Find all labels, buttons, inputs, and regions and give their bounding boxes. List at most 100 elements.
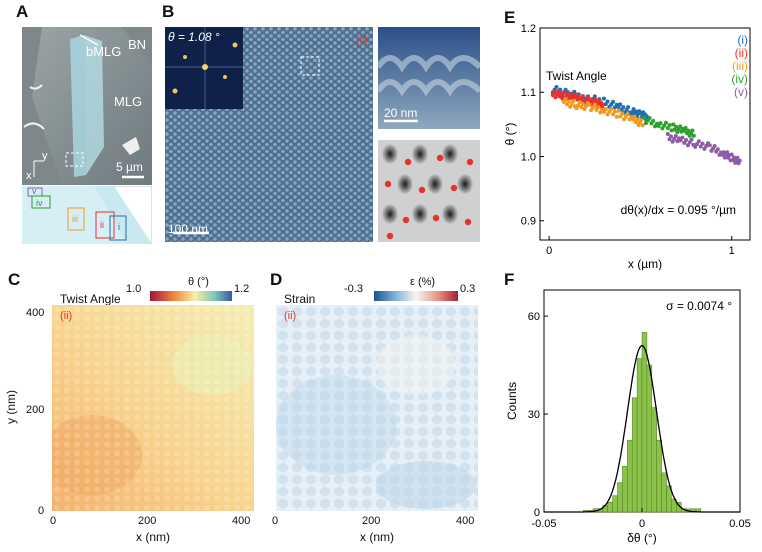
panel-a-label-mlg: MLG bbox=[114, 94, 143, 109]
data-point bbox=[605, 99, 610, 104]
data-point bbox=[596, 105, 601, 110]
data-point bbox=[616, 108, 621, 113]
data-point bbox=[674, 124, 679, 129]
legend-entry: (ii) bbox=[735, 46, 748, 60]
schematic-label-iii: iii bbox=[72, 214, 78, 224]
data-point bbox=[582, 107, 587, 112]
data-point bbox=[557, 94, 562, 99]
data-point bbox=[735, 155, 740, 160]
data-point bbox=[589, 97, 594, 102]
y-tick-label: 0.9 bbox=[521, 216, 536, 228]
x-tick-label: 0 bbox=[546, 245, 552, 257]
histogram-bar bbox=[607, 501, 613, 513]
data-point bbox=[665, 132, 670, 136]
schematic-label-iv: iv bbox=[36, 198, 43, 208]
series-iv bbox=[642, 115, 696, 138]
y-tick-label: 1.0 bbox=[521, 151, 536, 163]
x-axis-label: x (µm) bbox=[628, 257, 662, 270]
data-point bbox=[584, 104, 589, 109]
y-tick-label: 1.1 bbox=[521, 87, 536, 99]
data-point bbox=[626, 105, 631, 110]
data-point bbox=[635, 117, 640, 122]
panel-a-axis-x: x bbox=[26, 170, 32, 182]
slope-annotation: dθ(x)/dx = 0.095 °/µm bbox=[621, 203, 736, 217]
data-point bbox=[550, 93, 555, 98]
data-point bbox=[579, 105, 584, 110]
data-point bbox=[609, 106, 614, 111]
data-point bbox=[689, 137, 694, 142]
data-point bbox=[678, 124, 683, 129]
panel-a-label-bmlg: bMLG bbox=[86, 44, 122, 59]
data-point bbox=[592, 102, 597, 107]
data-point bbox=[580, 94, 585, 99]
data-point bbox=[667, 123, 672, 128]
panel-b-label: B bbox=[162, 2, 175, 21]
legend-entry: (iii) bbox=[732, 59, 748, 73]
data-point bbox=[568, 91, 573, 96]
data-point bbox=[691, 133, 696, 138]
data-point bbox=[614, 114, 619, 119]
data-point bbox=[618, 102, 623, 107]
data-point bbox=[632, 114, 637, 119]
gaussian-fit-curve bbox=[544, 344, 740, 513]
data-point bbox=[612, 109, 617, 114]
histogram-bar bbox=[661, 472, 667, 513]
data-point bbox=[647, 115, 652, 120]
panel-c-title: Twist Angle bbox=[60, 292, 121, 306]
panel-a-scale: 5 µm bbox=[116, 160, 143, 174]
histogram-bar bbox=[612, 495, 618, 513]
data-point bbox=[601, 96, 606, 101]
panel-d-region-tag: (ii) bbox=[284, 310, 297, 322]
panel-c-xtick-0: 0 bbox=[50, 515, 57, 527]
y-tick-label: 30 bbox=[528, 409, 540, 421]
data-point bbox=[669, 128, 674, 133]
panel-b-scale-main: 100 nm bbox=[168, 222, 209, 236]
data-point bbox=[684, 138, 689, 143]
data-point bbox=[669, 134, 674, 139]
x-axis-label: δθ (°) bbox=[627, 531, 656, 545]
histogram-bar bbox=[622, 466, 628, 513]
panel-c-xlabel: x (nm) bbox=[136, 530, 170, 544]
panel-c-ylabel: y (nm) bbox=[4, 390, 18, 424]
panel-d-title: Strain bbox=[284, 292, 316, 306]
panel-d-cbar-max: 0.3 bbox=[460, 283, 476, 295]
sigma-annotation: σ = 0.0074 ° bbox=[666, 299, 732, 313]
legend-entry: (iv) bbox=[731, 72, 748, 86]
y-axis-label: θ (°) bbox=[503, 123, 517, 146]
data-point bbox=[642, 115, 647, 120]
y-tick-label: 60 bbox=[528, 311, 540, 323]
data-point bbox=[737, 158, 742, 163]
panel-a-label: A bbox=[16, 2, 29, 21]
panel-f-label: F bbox=[504, 270, 515, 289]
panel-a-schematic bbox=[22, 186, 152, 244]
panel-c-region-tag: (ii) bbox=[60, 310, 73, 322]
data-point bbox=[567, 94, 572, 99]
data-point bbox=[686, 128, 691, 133]
data-point bbox=[707, 143, 712, 148]
data-point bbox=[690, 128, 695, 133]
panel-c-xtick-400: 400 bbox=[232, 515, 251, 527]
data-point bbox=[639, 117, 644, 122]
panel-c-ytick-400: 400 bbox=[26, 307, 45, 319]
histogram-bar bbox=[636, 358, 643, 513]
histogram-bar bbox=[646, 364, 653, 513]
data-point bbox=[700, 141, 705, 146]
panel-a-image bbox=[22, 27, 152, 185]
data-point bbox=[556, 89, 561, 94]
panel-d-xtick-400: 400 bbox=[456, 515, 475, 527]
data-point bbox=[651, 118, 656, 123]
data-point bbox=[715, 147, 720, 152]
data-point bbox=[563, 97, 568, 102]
data-point bbox=[566, 99, 571, 104]
schematic-label-v: v bbox=[32, 186, 37, 196]
panel-b-zoom-lattice bbox=[378, 140, 480, 242]
panel-c-colorbar bbox=[150, 291, 232, 301]
panel-c-ytick-200: 200 bbox=[26, 404, 45, 416]
panel-c-cbar-label: θ (°) bbox=[188, 276, 209, 288]
data-point bbox=[564, 92, 569, 97]
panel-c-cbar-max: 1.2 bbox=[234, 283, 250, 295]
data-point bbox=[721, 150, 726, 155]
data-point bbox=[552, 90, 557, 95]
data-point bbox=[683, 126, 688, 131]
